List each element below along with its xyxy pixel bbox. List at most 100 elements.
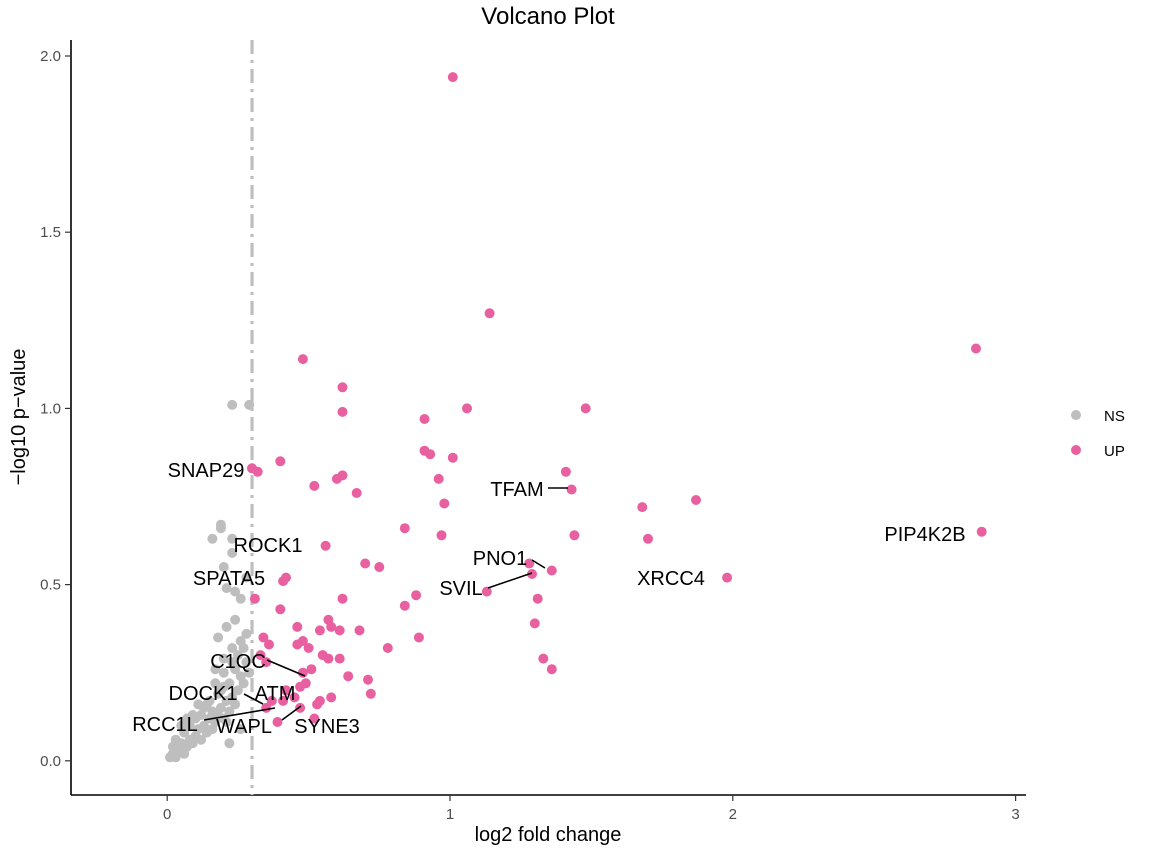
point-ns (207, 533, 218, 544)
x-axis-label: log2 fold change (475, 824, 622, 846)
point-ns (227, 399, 238, 410)
point-ns (221, 717, 232, 727)
point-up (337, 406, 348, 417)
point-up (289, 692, 300, 703)
point-up (314, 695, 325, 706)
point-up (295, 702, 306, 713)
point-up (334, 625, 345, 636)
point-up (303, 643, 314, 653)
y-axis-label: −log10 p−value (8, 349, 30, 486)
point-up (252, 466, 263, 477)
point-ns (221, 583, 232, 594)
label-rcc1l: RCC1L (132, 714, 198, 736)
point-ns (204, 695, 215, 706)
label-dock1: DOCK1 (169, 683, 238, 705)
y-tick-label: 1.0 (40, 400, 61, 417)
point-up (722, 572, 733, 583)
point-up (337, 593, 348, 604)
point-up (320, 540, 331, 551)
point-up (413, 632, 424, 643)
point-up (976, 526, 987, 537)
point-ns (241, 657, 252, 668)
point-ns (230, 586, 241, 597)
point-up (331, 473, 342, 484)
point-up (637, 502, 648, 513)
point-up (399, 523, 410, 534)
point-ns (221, 621, 232, 632)
point-up (411, 590, 422, 601)
leader-dock1 (243, 693, 264, 705)
point-ns (224, 706, 235, 717)
point-up (360, 558, 371, 569)
leader-rcc1l (203, 707, 276, 721)
point-up (447, 72, 458, 83)
annotation-leaders (203, 487, 568, 721)
legend-up-swatch (1071, 445, 1081, 455)
label-syne3: SYNE3 (294, 716, 360, 738)
legend-ns-label: NS (1104, 408, 1125, 425)
series-ns (165, 399, 255, 763)
label-xrcc4: XRCC4 (637, 568, 705, 590)
label-atm: ATM (255, 683, 296, 705)
annotation-labels: SNAP29 TFAM ROCK1 PIP4K2B PNO1 SPATA5 SV… (132, 460, 965, 738)
point-ns (244, 667, 255, 678)
point-up (971, 343, 981, 354)
point-up (560, 466, 571, 477)
x-tick-label: 0 (163, 806, 171, 823)
data-points (165, 72, 987, 763)
point-ns (182, 713, 192, 724)
axis-ticks: 0 1 2 3 0.0 0.5 1.0 1.5 2.0 (40, 48, 1020, 823)
point-ns (230, 614, 241, 625)
point-ns (230, 699, 241, 710)
point-up (365, 688, 376, 699)
point-up (292, 639, 303, 650)
point-ns (224, 738, 235, 749)
point-up (439, 498, 450, 509)
y-tick-label: 0.0 (40, 753, 61, 770)
point-up (297, 354, 308, 365)
label-pip4k2b: PIP4K2B (884, 524, 965, 546)
point-up (436, 530, 447, 541)
point-up (419, 414, 430, 424)
y-tick-label: 0.5 (40, 577, 61, 594)
point-up (334, 653, 345, 664)
label-spata5: SPATA5 (193, 568, 265, 590)
point-up (343, 671, 354, 682)
point-ns (241, 628, 252, 639)
point-up (275, 456, 286, 467)
point-ns (244, 399, 255, 410)
point-up (314, 625, 325, 636)
point-ns (235, 636, 246, 646)
label-c1qc: C1QC (210, 651, 266, 673)
point-up (326, 692, 337, 703)
point-up (524, 558, 535, 569)
point-up (382, 643, 393, 653)
point-ns (235, 593, 246, 604)
label-tfam: TFAM (490, 479, 543, 501)
point-up (337, 382, 348, 393)
point-up (255, 650, 266, 661)
point-ns (232, 650, 243, 661)
point-ns (170, 734, 181, 745)
point-ns (241, 572, 252, 583)
point-ns (215, 702, 226, 713)
point-up (297, 667, 308, 678)
leader-svil (487, 572, 533, 589)
point-up (580, 403, 591, 414)
point-up (481, 586, 492, 597)
x-tick-label: 1 (446, 806, 454, 823)
leader-pno1 (531, 559, 546, 569)
point-up (569, 530, 580, 541)
point-up (309, 480, 320, 491)
point-up (447, 452, 458, 463)
point-up (354, 625, 365, 636)
point-up (278, 695, 289, 706)
point-up (326, 621, 337, 632)
point-up (306, 664, 317, 675)
point-up (292, 621, 303, 632)
point-up (527, 569, 537, 579)
point-ns (196, 734, 207, 745)
point-ns (227, 547, 238, 558)
point-ns (215, 519, 226, 530)
point-up (399, 600, 410, 611)
